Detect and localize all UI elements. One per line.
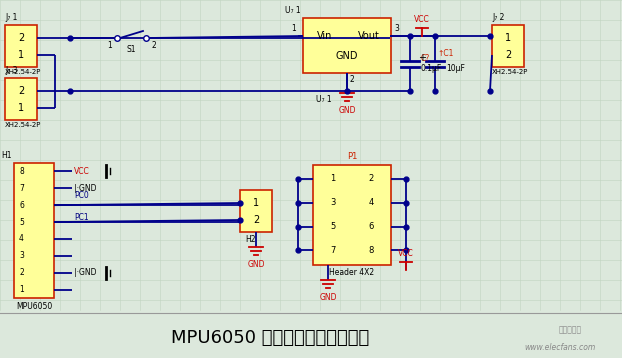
Text: MPU6050 模块和电源模块原理图: MPU6050 模块和电源模块原理图 (171, 329, 369, 347)
Text: VCC: VCC (74, 167, 90, 176)
Text: VCC: VCC (414, 15, 430, 24)
Text: H2: H2 (245, 235, 256, 244)
Text: 1: 1 (291, 24, 296, 33)
Text: www.elecfans.com: www.elecfans.com (524, 343, 596, 353)
Text: 0.1μF: 0.1μF (421, 64, 442, 73)
Text: 7: 7 (330, 246, 336, 255)
Bar (5, 25, 37, 67)
Text: H1: H1 (1, 151, 12, 160)
Text: 1: 1 (505, 33, 511, 43)
Text: VCC: VCC (398, 249, 414, 258)
Text: P1: P1 (347, 152, 357, 161)
Text: 3: 3 (19, 251, 24, 260)
Text: 2: 2 (19, 268, 24, 277)
Text: ↑C1: ↑C1 (437, 49, 453, 58)
Text: 6: 6 (368, 222, 374, 231)
Text: 3: 3 (330, 198, 336, 207)
Text: U₇ 1: U₇ 1 (285, 6, 301, 15)
Text: |·GND: |·GND (74, 184, 96, 193)
Text: 2: 2 (350, 75, 355, 84)
Text: 4: 4 (368, 198, 374, 207)
Text: S1: S1 (126, 45, 136, 54)
Text: 6: 6 (19, 201, 24, 210)
Text: XH2.54-2P: XH2.54-2P (5, 69, 42, 75)
Text: 2: 2 (18, 33, 24, 43)
Text: 8: 8 (19, 167, 24, 176)
Text: GND: GND (336, 51, 358, 61)
Text: 2: 2 (253, 215, 259, 225)
Text: U₇ 1: U₇ 1 (317, 95, 332, 104)
Text: 8: 8 (368, 246, 374, 255)
Text: PC0: PC0 (74, 191, 89, 200)
Text: GND: GND (248, 260, 265, 269)
Text: Vout: Vout (358, 31, 380, 41)
Text: 4: 4 (19, 234, 24, 243)
Text: J₇ 2: J₇ 2 (492, 13, 504, 22)
Text: 10μF: 10μF (446, 64, 465, 73)
Bar (313, 165, 391, 265)
Text: 1: 1 (107, 41, 112, 50)
Text: PC1: PC1 (74, 213, 88, 222)
Text: 2: 2 (151, 41, 156, 50)
Text: 电子发烧友: 电子发烧友 (559, 325, 582, 334)
Text: C?: C? (421, 54, 430, 63)
Text: Header 4X2: Header 4X2 (330, 268, 374, 277)
Text: 5: 5 (19, 218, 24, 227)
Text: Vin: Vin (317, 31, 333, 41)
Bar (240, 190, 272, 232)
Text: XH2.54-2P: XH2.54-2P (5, 122, 42, 128)
Text: 3: 3 (394, 24, 399, 33)
Text: 1: 1 (253, 198, 259, 208)
Bar (303, 18, 391, 73)
Text: J₇ 1: J₇ 1 (5, 13, 17, 22)
Text: 1: 1 (18, 50, 24, 60)
Text: J₇ 3: J₇ 3 (5, 66, 17, 75)
Text: |·GND: |·GND (74, 268, 96, 277)
Text: 1: 1 (18, 103, 24, 113)
Bar (14, 163, 54, 298)
Text: 7: 7 (19, 184, 24, 193)
Text: 1: 1 (330, 174, 336, 183)
Text: GND: GND (338, 106, 356, 115)
Text: 5: 5 (330, 222, 336, 231)
Text: 1: 1 (19, 285, 24, 294)
Text: +: + (418, 53, 426, 63)
Text: MPU6050: MPU6050 (16, 302, 52, 311)
Text: XH2.54-2P: XH2.54-2P (492, 69, 528, 75)
Text: 2: 2 (505, 50, 511, 60)
Bar (5, 78, 37, 120)
Text: GND: GND (319, 293, 337, 302)
Text: 2: 2 (368, 174, 374, 183)
Bar (492, 25, 524, 67)
Text: 2: 2 (18, 86, 24, 96)
